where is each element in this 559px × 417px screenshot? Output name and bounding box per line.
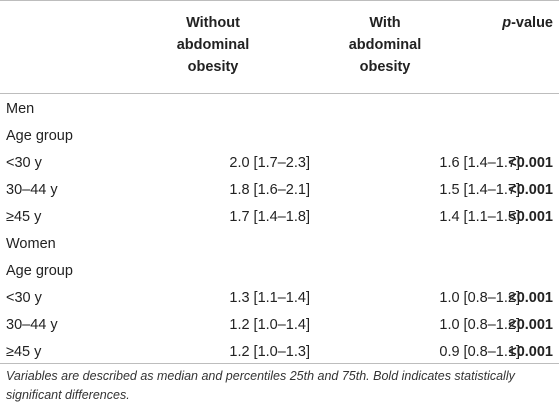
cell-without-obesity: 1.2 [1.0–1.3] — [229, 344, 310, 360]
row-label: Age group — [6, 128, 73, 144]
cell-without-obesity: 2.0 [1.7–2.3] — [229, 155, 310, 171]
cell-with-obesity: 0.9 [0.8–1.1] — [439, 344, 520, 360]
row-label: Age group — [6, 263, 73, 279]
row-label: <30 y — [6, 155, 42, 171]
row-label: 30–44 y — [6, 317, 58, 333]
header-p-rest: -value — [511, 15, 553, 31]
row-label: Men — [6, 101, 35, 117]
header-with-obesity: With abdominal obesity — [300, 12, 470, 78]
cell-without-obesity: 1.2 [1.0–1.4] — [229, 317, 310, 333]
header-with-line1: With — [369, 15, 401, 31]
cell-p-value: <0.001 — [508, 155, 553, 171]
row-label: ≥45 y — [6, 344, 42, 360]
row-label: Women — [6, 236, 56, 252]
table-footnote: Variables are described as median and pe… — [6, 369, 515, 402]
cell-p-value: <0.001 — [508, 290, 553, 306]
cell-with-obesity: 1.4 [1.1–1.5] — [439, 209, 520, 225]
header-without-obesity: Without abdominal obesity — [128, 12, 298, 78]
header-p-value: p-value — [502, 12, 553, 34]
cell-with-obesity: 1.6 [1.4–1.7] — [439, 155, 520, 171]
cell-p-value: <0.001 — [508, 182, 553, 198]
header-with-line2: abdominal — [348, 37, 422, 53]
cell-without-obesity: 1.8 [1.6–2.1] — [229, 182, 310, 198]
header-p-italic: p — [502, 15, 512, 31]
top-rule — [0, 0, 559, 1]
cell-p-value: <0.001 — [508, 344, 553, 360]
bottom-rule — [0, 363, 559, 364]
row-label: 30–44 y — [6, 182, 58, 198]
header-without-line1: Without — [186, 15, 240, 31]
cell-without-obesity: 1.3 [1.1–1.4] — [229, 290, 310, 306]
cell-without-obesity: 1.7 [1.4–1.8] — [229, 209, 310, 225]
row-label: <30 y — [6, 290, 42, 306]
cell-p-value: <0.001 — [508, 317, 553, 333]
cell-with-obesity: 1.0 [0.8–1.2] — [439, 290, 520, 306]
cell-with-obesity: 1.5 [1.4–1.7] — [439, 182, 520, 198]
header-without-line2: abdominal — [176, 37, 250, 53]
header-without-line3: obesity — [187, 59, 239, 75]
cell-with-obesity: 1.0 [0.8–1.2] — [439, 317, 520, 333]
cell-p-value: <0.001 — [508, 209, 553, 225]
header-with-line3: obesity — [359, 59, 411, 75]
header-rule — [0, 93, 559, 94]
row-label: ≥45 y — [6, 209, 42, 225]
